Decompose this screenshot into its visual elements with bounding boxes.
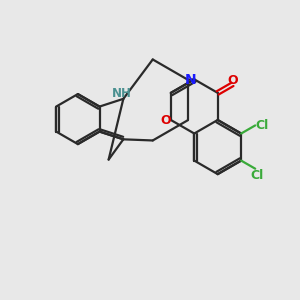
Text: N: N bbox=[184, 73, 196, 87]
Text: Cl: Cl bbox=[250, 169, 263, 182]
Text: O: O bbox=[227, 74, 238, 87]
Text: Cl: Cl bbox=[255, 119, 268, 132]
Text: NH: NH bbox=[112, 87, 132, 100]
Text: O: O bbox=[160, 114, 171, 127]
